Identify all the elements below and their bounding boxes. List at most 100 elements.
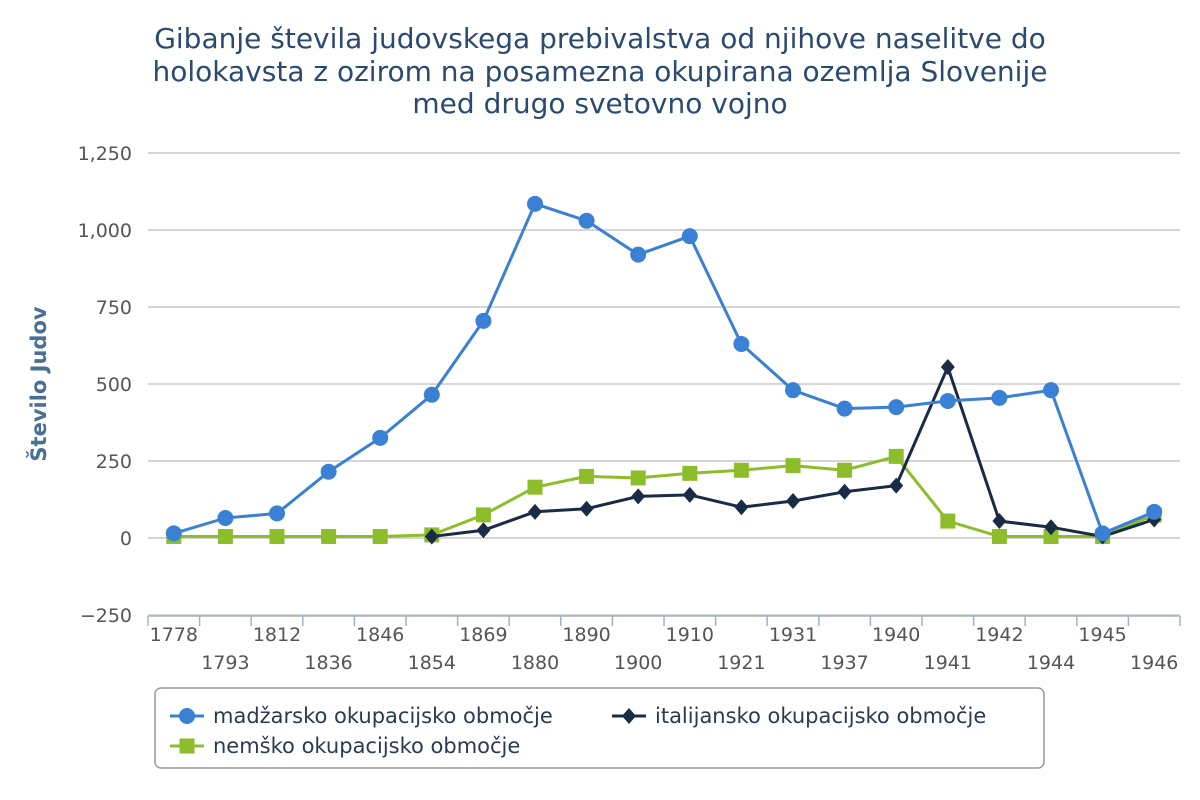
data-point [578, 212, 595, 229]
data-point [321, 528, 337, 544]
data-point [785, 458, 801, 474]
data-point [733, 335, 750, 352]
x-tick-label: 1854 [408, 652, 456, 674]
y-tick-label: −250 [80, 605, 132, 627]
x-tick-label: 1944 [1027, 652, 1075, 674]
y-gridlines [148, 152, 1180, 616]
data-point [475, 312, 492, 329]
legend-marker [622, 708, 636, 724]
y-tick-label: 1,000 [78, 220, 132, 242]
x-tick-label: 1793 [201, 652, 249, 674]
x-tick-label: 1880 [511, 652, 559, 674]
data-point [528, 503, 542, 520]
data-point [785, 382, 801, 399]
data-point [1044, 519, 1058, 536]
data-point [476, 522, 491, 539]
data-point [940, 359, 955, 376]
data-point [733, 462, 749, 478]
data-point [217, 509, 234, 526]
data-point [630, 470, 646, 486]
data-point [837, 483, 852, 500]
y-tick-label: 500 [96, 374, 132, 396]
x-tick-label: 1900 [614, 652, 662, 674]
data-point [1043, 528, 1059, 544]
data-point [888, 399, 905, 416]
y-axis-label: Število Judov [26, 306, 51, 461]
x-tick-label: 1890 [562, 624, 610, 646]
series-0 [165, 195, 1163, 542]
y-tick-label: 1,250 [78, 143, 132, 165]
x-tick-label: 1941 [924, 652, 972, 674]
series-line [173, 454, 1155, 538]
data-point [682, 465, 698, 481]
data-point [372, 429, 389, 446]
chart-title-line: Gibanje števila judovskega prebivalstva … [154, 22, 1046, 55]
data-point [837, 462, 853, 478]
y-tick-label: 250 [96, 451, 132, 473]
x-tick-label: 1869 [459, 624, 507, 646]
data-point [475, 507, 491, 523]
data-point [165, 525, 182, 542]
data-point [682, 486, 697, 503]
data-point [1094, 525, 1111, 542]
legend[interactable]: madžarsko okupacijsko območje italijansko… [154, 687, 1045, 769]
data-point [836, 400, 853, 417]
data-point [992, 513, 1007, 530]
chart-title-line: med drugo svetovno vojno [412, 87, 787, 120]
data-point [991, 389, 1008, 406]
data-point [527, 479, 543, 495]
data-point [320, 463, 337, 480]
x-tick-label: 1812 [253, 624, 301, 646]
x-tick-label: 1946 [1130, 652, 1178, 674]
legend-label: madžarsko okupacijsko območje [213, 704, 553, 728]
y-tick-label: 750 [96, 297, 132, 319]
data-point [630, 246, 647, 263]
data-point [991, 528, 1007, 544]
data-point [1146, 503, 1163, 520]
data-point [217, 528, 233, 544]
x-tick-label: 1921 [717, 652, 765, 674]
series-line [173, 202, 1155, 535]
data-point [888, 448, 904, 464]
data-point [372, 528, 388, 544]
data-point [269, 528, 285, 544]
x-axis: 1778179318121836184618541869188018901900… [147, 615, 1181, 674]
y-axis: −250 0 250 500 750 1,000 1,250 [78, 143, 132, 627]
data-point [786, 493, 800, 510]
legend-label: nemško okupacijsko območje [213, 734, 520, 758]
legend-marker [179, 708, 195, 724]
y-tick-label: 0 [120, 528, 132, 550]
data-point [579, 500, 594, 517]
data-point [734, 499, 749, 516]
x-tick-label: 1778 [150, 624, 198, 646]
x-tick-label: 1836 [304, 652, 352, 674]
legend-item-0[interactable]: madžarsko okupacijsko območje [170, 704, 553, 728]
data-point [579, 468, 595, 484]
x-tick-label: 1940 [872, 624, 920, 646]
legend-item-2[interactable]: nemško okupacijsko območje [170, 734, 520, 758]
data-point [889, 477, 904, 494]
x-tick-label: 1942 [975, 624, 1023, 646]
data-point [527, 195, 543, 212]
data-point [424, 528, 439, 545]
chart-title: Gibanje števila judovskega prebivalstva … [153, 22, 1048, 120]
legend-label: italijansko okupacijsko območje [655, 704, 986, 728]
data-point [940, 513, 956, 529]
legend-box [154, 687, 1045, 769]
legend-item-1[interactable]: italijansko okupacijsko območje [612, 704, 986, 728]
x-tick-label: 1937 [820, 652, 868, 674]
data-point [631, 488, 646, 505]
x-tick-label: 1931 [769, 624, 817, 646]
data-point [423, 386, 440, 403]
data-point [681, 228, 698, 245]
data-point [939, 392, 956, 409]
x-tick-label: 1846 [356, 624, 404, 646]
chart-title-line: holokavsta z ozirom na posamezna okupira… [153, 55, 1048, 88]
x-tick-label: 1945 [1078, 624, 1126, 646]
data-point [269, 505, 285, 522]
plot-area [165, 195, 1163, 545]
legend-marker [179, 738, 195, 754]
x-tick-label: 1910 [666, 624, 714, 646]
data-point [1043, 382, 1059, 399]
